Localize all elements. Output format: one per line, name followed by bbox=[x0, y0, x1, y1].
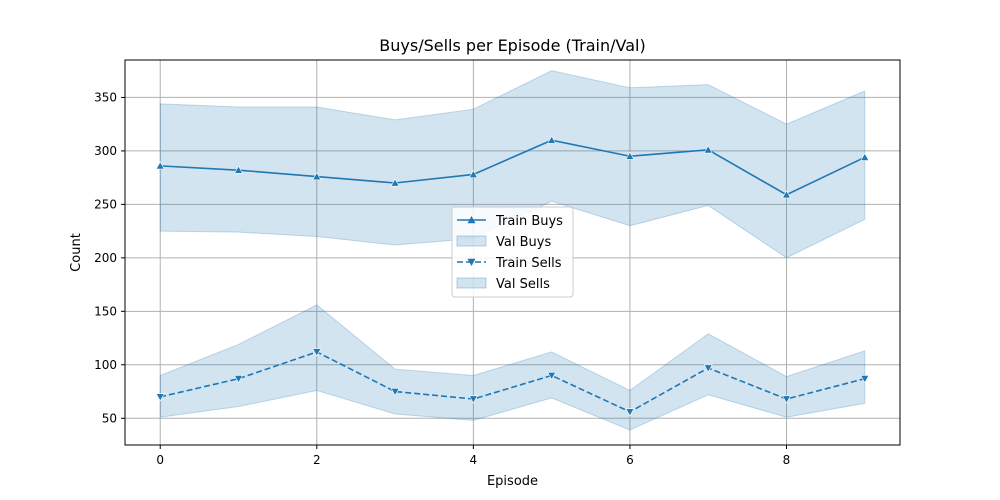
x-tick-label: 4 bbox=[470, 453, 478, 467]
x-axis-label: Episode bbox=[487, 474, 538, 489]
legend-band-swatch bbox=[456, 235, 487, 247]
legend-label: Val Sells bbox=[496, 277, 550, 292]
data-point-train-buys bbox=[234, 165, 244, 174]
plot-frame bbox=[124, 59, 901, 446]
data-point-train-sells bbox=[312, 348, 322, 357]
data-point-train-buys bbox=[547, 135, 557, 144]
data-point-train-sells bbox=[860, 375, 870, 384]
legend-label: Val Buys bbox=[496, 235, 551, 250]
data-point-train-buys bbox=[860, 152, 870, 161]
y-tick-label: 100 bbox=[94, 358, 117, 372]
chart-title: Buys/Sells per Episode (Train/Val) bbox=[379, 36, 645, 55]
legend: Train Buys Val Buys Train Sells Val Sells bbox=[451, 206, 574, 298]
x-tick-label: 6 bbox=[626, 453, 634, 467]
band-val-sells bbox=[159, 304, 866, 431]
legend-marker bbox=[467, 216, 476, 224]
y-axis-label: Count bbox=[69, 233, 84, 272]
data-point-train-buys bbox=[781, 190, 791, 199]
data-point-train-sells bbox=[234, 375, 244, 384]
x-tick-label: 8 bbox=[783, 453, 791, 467]
band-layer bbox=[159, 70, 866, 431]
y-tick-label: 200 bbox=[94, 251, 117, 265]
legend-marker bbox=[467, 258, 476, 266]
series-line-train-sells bbox=[160, 351, 865, 413]
series-line-train-buys bbox=[160, 139, 866, 196]
data-point-train-buys bbox=[625, 151, 635, 160]
x-tick-label: 0 bbox=[156, 453, 164, 467]
legend-box bbox=[451, 206, 574, 298]
y-tick-label: 150 bbox=[94, 304, 117, 318]
legend-band-swatch bbox=[456, 277, 487, 289]
y-tick-label: 350 bbox=[94, 90, 117, 104]
legend-label: Train Sells bbox=[495, 256, 562, 271]
band-val-buys bbox=[159, 70, 866, 259]
y-tick-label: 300 bbox=[94, 144, 117, 158]
y-tick-label: 250 bbox=[94, 197, 117, 211]
data-point-train-sells bbox=[155, 393, 165, 402]
line-layer bbox=[155, 135, 870, 417]
y-tick-label: 50 bbox=[102, 411, 117, 425]
data-point-train-buys bbox=[155, 161, 165, 170]
axes-layer: 0 2 4 6 8 50 100 150 200 250 300 350 bbox=[94, 59, 901, 467]
data-point-train-sells bbox=[781, 395, 791, 404]
data-point-train-sells bbox=[703, 364, 713, 373]
data-point-train-sells bbox=[547, 371, 557, 381]
data-point-train-buys bbox=[703, 145, 713, 154]
data-point-train-buys bbox=[390, 178, 400, 187]
data-point-train-buys bbox=[468, 169, 478, 178]
x-tick-label: 2 bbox=[313, 453, 321, 467]
data-point-train-buys bbox=[312, 171, 322, 181]
data-point-train-sells bbox=[390, 388, 400, 397]
data-point-train-sells bbox=[625, 408, 635, 417]
legend-label: Train Buys bbox=[495, 214, 563, 229]
data-point-train-sells bbox=[468, 395, 478, 404]
